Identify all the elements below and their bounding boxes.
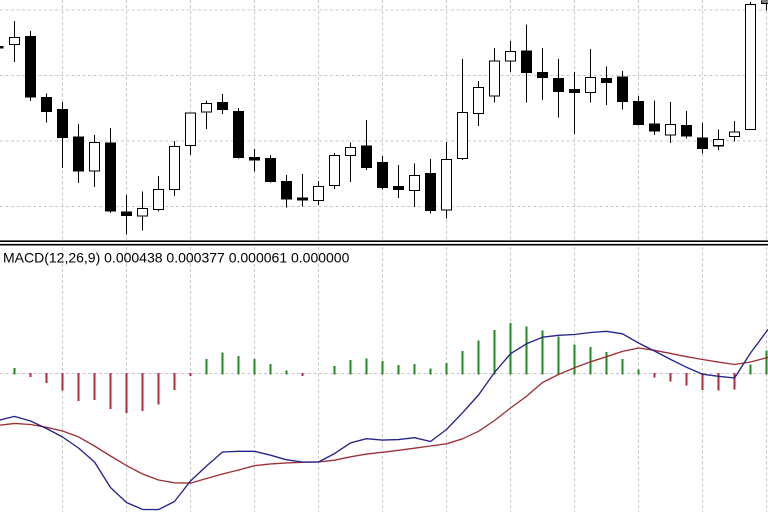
svg-text:MACD(12,26,9) 0.000438 0.00037: MACD(12,26,9) 0.000438 0.000377 0.000061… [3, 250, 350, 266]
